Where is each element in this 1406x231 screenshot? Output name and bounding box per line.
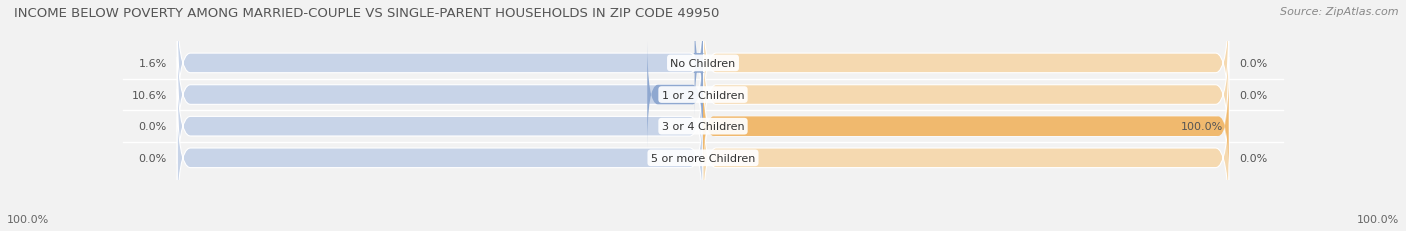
FancyBboxPatch shape (703, 0, 1229, 133)
Text: 0.0%: 0.0% (139, 122, 167, 132)
FancyBboxPatch shape (647, 42, 703, 148)
Text: 10.6%: 10.6% (132, 90, 167, 100)
FancyBboxPatch shape (703, 89, 1229, 227)
FancyBboxPatch shape (177, 89, 703, 227)
Text: 100.0%: 100.0% (1181, 122, 1223, 132)
FancyBboxPatch shape (177, 58, 703, 196)
Text: 1 or 2 Children: 1 or 2 Children (662, 90, 744, 100)
Text: 100.0%: 100.0% (1357, 214, 1399, 224)
Text: INCOME BELOW POVERTY AMONG MARRIED-COUPLE VS SINGLE-PARENT HOUSEHOLDS IN ZIP COD: INCOME BELOW POVERTY AMONG MARRIED-COUPL… (14, 7, 720, 20)
Text: 3 or 4 Children: 3 or 4 Children (662, 122, 744, 132)
FancyBboxPatch shape (703, 73, 1229, 180)
Text: Source: ZipAtlas.com: Source: ZipAtlas.com (1281, 7, 1399, 17)
Text: 0.0%: 0.0% (1239, 153, 1267, 163)
Text: 0.0%: 0.0% (139, 153, 167, 163)
Text: 0.0%: 0.0% (1239, 90, 1267, 100)
Text: No Children: No Children (671, 59, 735, 69)
Text: 5 or more Children: 5 or more Children (651, 153, 755, 163)
FancyBboxPatch shape (693, 10, 704, 117)
FancyBboxPatch shape (703, 26, 1229, 164)
FancyBboxPatch shape (703, 58, 1229, 196)
Text: 100.0%: 100.0% (7, 214, 49, 224)
FancyBboxPatch shape (177, 26, 703, 164)
FancyBboxPatch shape (177, 0, 703, 133)
Text: 0.0%: 0.0% (1239, 59, 1267, 69)
Text: 1.6%: 1.6% (139, 59, 167, 69)
